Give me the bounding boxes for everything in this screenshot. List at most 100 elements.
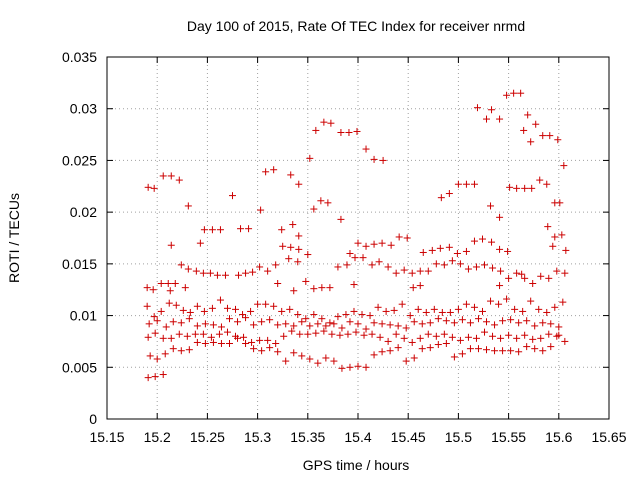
data-point [384,263,392,271]
x-tick-label: 15.3 [244,429,271,445]
data-point [304,330,312,338]
data-point [146,352,154,360]
data-point [346,363,354,371]
data-point [499,317,507,325]
data-point [216,296,224,304]
data-point [474,345,482,353]
data-point [249,268,257,276]
data-point [496,282,504,290]
data-point [450,319,458,327]
data-point [306,355,314,363]
data-point [144,374,152,382]
x-tick-label: 15.55 [491,429,526,445]
data-point [151,329,159,337]
data-point [320,118,328,126]
data-point [450,353,458,361]
data-point [543,180,551,188]
data-point [395,233,403,241]
data-point [561,269,569,277]
data-point [416,282,424,290]
data-point [400,266,408,274]
data-point [521,331,529,339]
data-point [560,162,568,170]
data-point [432,260,440,268]
data-point [177,261,185,269]
data-point [470,237,478,245]
chart-title: Day 100 of 2015, Rate Of TEC Index for r… [187,18,525,34]
data-point [394,322,402,330]
data-point [159,334,167,342]
data-point [287,171,295,179]
data-point [532,120,540,128]
data-point [289,221,297,229]
data-point [177,347,185,355]
data-point [279,242,287,250]
data-point [504,247,512,255]
data-point [150,184,158,192]
data-point [545,330,553,338]
data-point [264,267,272,275]
data-point [386,347,394,355]
data-point [432,332,440,340]
data-point [225,315,233,323]
data-point [306,154,314,162]
data-point [546,132,554,140]
data-point [298,352,306,360]
data-point [426,344,434,352]
data-point [392,330,400,338]
data-point [406,312,414,320]
data-point [295,180,303,188]
data-point [330,357,338,365]
data-point [334,263,342,271]
data-point [337,129,345,137]
data-point [150,313,158,321]
data-point [464,333,472,341]
data-point [186,308,194,316]
data-point [185,346,193,354]
data-point [232,305,240,313]
data-point [362,242,370,250]
data-point [375,258,383,266]
data-point [278,307,286,315]
data-point [531,345,539,353]
data-point [496,115,504,123]
data-point [256,263,264,271]
data-point [326,319,334,327]
data-point [330,320,338,328]
data-point [245,225,253,233]
data-point [287,243,295,251]
data-point [286,305,294,313]
data-point [266,344,274,352]
data-point [352,328,360,336]
data-point [519,307,527,315]
data-point [318,284,326,292]
data-point [517,89,525,97]
data-point [454,305,462,313]
data-point [376,333,384,341]
data-point [524,111,532,119]
data-point [153,355,161,363]
data-point [242,269,250,277]
data-point [167,334,175,342]
data-point [547,320,555,328]
data-point [539,319,547,327]
data-point [434,315,442,323]
data-point [470,303,478,311]
data-point [422,308,430,316]
data-point [537,334,545,342]
data-point [304,251,312,259]
data-point [470,180,478,188]
data-point [503,91,511,99]
data-point [169,345,177,353]
data-point [164,280,172,288]
x-tick-label: 15.65 [591,429,626,445]
data-point [322,322,330,330]
data-point [336,331,344,339]
data-point [247,307,255,315]
data-point [559,298,567,306]
data-point [157,307,165,315]
y-tick-label: 0.005 [62,359,97,375]
data-point [448,257,456,265]
x-tick-label: 15.25 [190,429,225,445]
data-point [208,304,216,312]
